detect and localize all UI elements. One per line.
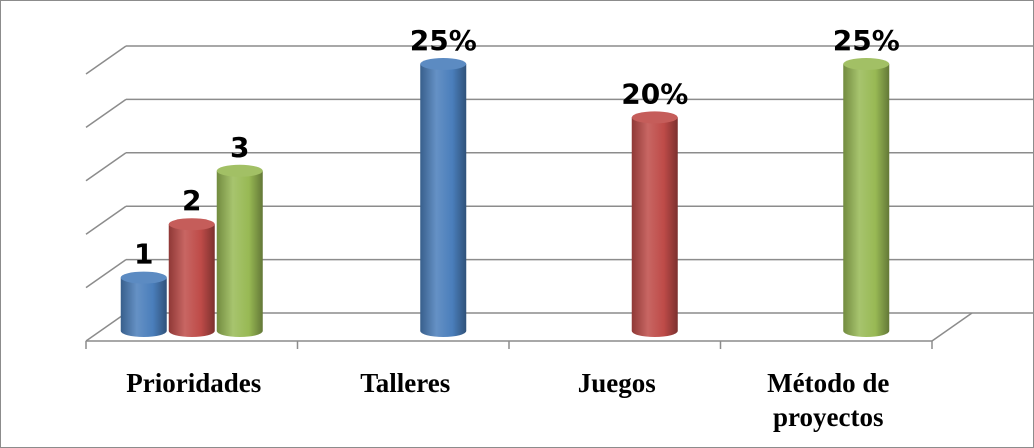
bar-talleres-4 — [420, 58, 467, 337]
data-label: 25% — [833, 24, 900, 57]
bar-prioridades-1 — [120, 271, 167, 337]
bar-body — [420, 64, 467, 337]
bar-juegos-5 — [631, 111, 678, 338]
bar-body — [120, 277, 167, 337]
data-label: 1 — [134, 238, 153, 271]
bar-top — [216, 164, 263, 177]
data-label: 20% — [621, 77, 688, 110]
gridline-side — [85, 152, 127, 182]
category-label: Prioridades — [126, 368, 261, 398]
category-label: Talleres — [360, 368, 450, 398]
bar-body — [216, 170, 263, 337]
gridline-side — [85, 98, 127, 129]
category-label: Juegos — [578, 368, 656, 398]
bar-prioridades-3 — [216, 164, 263, 337]
bar-body — [631, 117, 678, 338]
category-label: Método de — [767, 368, 889, 398]
data-label: 2 — [182, 184, 201, 217]
bars — [120, 58, 890, 338]
bar-m-todo-de-proyectos-6 — [843, 58, 890, 337]
gridline-side — [85, 45, 127, 75]
data-label: 3 — [230, 131, 249, 164]
bar-top — [843, 58, 890, 70]
bar-top — [120, 271, 167, 284]
gridline-side — [85, 205, 127, 235]
gridline-side — [85, 312, 127, 342]
bar-top — [168, 218, 215, 231]
floor-edge — [931, 312, 973, 342]
bar-body — [843, 64, 890, 337]
bar-body — [168, 224, 215, 337]
gridline-side — [85, 258, 127, 289]
category-labels: Prioridades Talleres Juegos Método de proyec… — [126, 368, 889, 432]
bar-top — [420, 58, 467, 70]
bar-prioridades-2 — [168, 218, 215, 337]
category-label: proyectos — [773, 402, 883, 432]
x-axis — [85, 312, 973, 349]
bar-top — [631, 111, 678, 124]
data-label: 25% — [410, 24, 477, 57]
data-labels: 123 25% 20% 25% — [134, 24, 900, 271]
